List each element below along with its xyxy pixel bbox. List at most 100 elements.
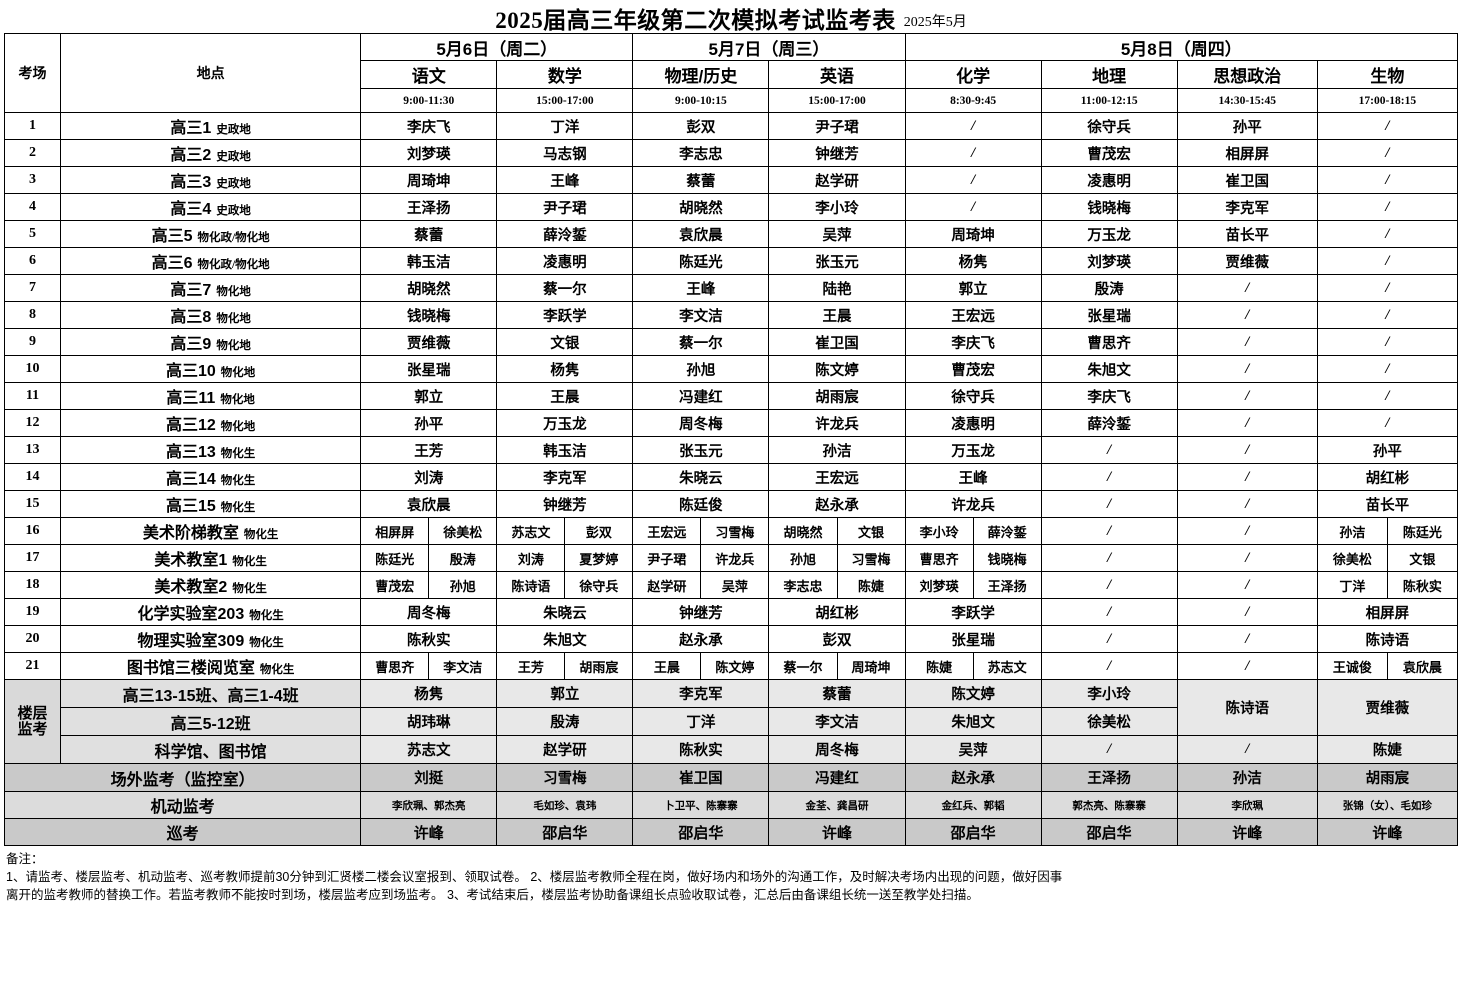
invigilator-cell: 杨隽 xyxy=(496,355,634,383)
exam-room-number: 4 xyxy=(3,193,62,221)
summary-cell: 冯建红 xyxy=(768,763,906,792)
invigilator-name: 胡雨宸 xyxy=(564,653,632,679)
table-row: 17 美术教室1 物化生 陈廷光 殷涛 刘涛 夏梦婷 尹子珺 许龙兵 孙旭 习雪梅 曹思齐 钱晓梅 / / 徐… xyxy=(3,544,1459,572)
invigilator-cell: 刘梦瑛 王泽扬 xyxy=(904,571,1042,599)
invigilator-cell: / xyxy=(1316,355,1459,383)
invigilator-cell: 胡红彬 xyxy=(1316,463,1459,491)
invigilator-name: 苏志文 xyxy=(972,653,1041,679)
invigilator-cell: 周冬梅 xyxy=(360,598,498,626)
split-cell: 王芳 胡雨宸 xyxy=(498,653,632,679)
summary-cell: 邵启华 xyxy=(1040,818,1178,846)
footer-notes: 备注： 1、请监考、楼层监考、机动监考、巡考教师提前30分钟到汇贤楼二楼会议室报… xyxy=(4,846,1458,904)
page-title-bar: 2025届高三年级第二次模拟考试监考表 2025年5月 xyxy=(4,0,1458,33)
place-name: 美术阶梯教室 xyxy=(142,525,239,542)
table-row: 18 美术教室2 物化生 曹茂宏 孙旭 陈诗语 徐守兵 赵学研 吴萍 李志忠 陈婕 刘梦瑛 王泽扬 / / 丁… xyxy=(3,571,1459,599)
header-row-times: 9:00-11:30 15:00-17:00 9:00-10:15 15:00-17:… xyxy=(5,88,1459,113)
exam-room-number: 20 xyxy=(3,625,62,653)
invigilator-cell: 袁欣晨 xyxy=(360,490,498,518)
invigilator-name: 相屏屏 xyxy=(375,524,415,540)
invigilator-cell: 陈廷光 殷涛 xyxy=(360,544,498,572)
invigilator-name: 曹思齐 xyxy=(375,659,415,675)
place-subject-combo: 物化生 xyxy=(220,475,256,487)
invigilator-cell: 孙平 xyxy=(1316,436,1459,464)
invigilator-cell: 朱晓云 xyxy=(496,598,634,626)
exam-room-number: 1 xyxy=(3,112,62,140)
place-subject-combo: 物化生 xyxy=(243,529,279,541)
summary-row-label: 场外监考（监控室） xyxy=(3,763,362,792)
invigilator-cell: 朱旭文 xyxy=(496,625,634,653)
summary-row: 场外监考（监控室） 刘挺 习雪梅 崔卫国 冯建红 赵永承 王泽扬 孙洁 胡雨宸 xyxy=(3,763,1459,792)
invigilator-cell: / xyxy=(904,112,1042,140)
exam-room-number: 19 xyxy=(3,598,62,626)
invigilator-name: 丁洋 xyxy=(1339,578,1366,594)
invigilator-cell: / xyxy=(1316,382,1459,410)
exam-room-place: 化学实验室203 物化生 xyxy=(60,598,362,626)
invigilator-cell: 李文洁 xyxy=(632,301,770,329)
invigilator-cell: 张玉元 xyxy=(768,247,906,275)
summary-cell: 赵永承 xyxy=(904,763,1042,792)
split-cell: 王宏远 习雪梅 xyxy=(634,518,768,544)
floor-invigilator-cell: 陈秋实 xyxy=(632,735,770,764)
floor-invigilator-cell: 陈婕 xyxy=(1316,735,1459,764)
floor-label-line-1: 楼层 xyxy=(17,704,48,722)
invigilator-cell: 徐守兵 xyxy=(904,382,1042,410)
exam-room-number: 15 xyxy=(3,490,62,518)
exam-room-place: 高三10 物化地 xyxy=(60,355,362,383)
invigilator-cell: 蔡一尔 xyxy=(632,328,770,356)
invigilator-cell: 李克军 xyxy=(496,463,634,491)
invigilator-cell: / xyxy=(1316,193,1459,221)
summary-row: 巡考 许峰 邵启华 邵启华 许峰 邵启华 邵启华 许峰 许峰 xyxy=(3,818,1459,846)
invigilator-cell: / xyxy=(1316,274,1459,302)
exam-room-place: 高三3 史政地 xyxy=(60,166,362,194)
invigilator-cell: / xyxy=(1176,409,1318,437)
exam-room-place: 高三2 史政地 xyxy=(60,139,362,167)
header-time-5: 8:30-9:45 xyxy=(904,88,1042,113)
exam-room-number: 3 xyxy=(3,166,62,194)
summary-cell: 王泽扬 xyxy=(1040,763,1178,792)
schedule-table: 考场 地点 5月6日（周二） 5月7日（周三） 5月8日（周四） 语文 数学 物理/历史 英语化… xyxy=(3,33,1459,846)
table-row: 9 高三9 物化地 贾维薇 文银 蔡一尔 崔卫国 李庆飞 曹思齐 / / xyxy=(3,328,1459,356)
invigilator-name: 王泽扬 xyxy=(972,572,1041,598)
invigilator-cell: 吴萍 xyxy=(768,220,906,248)
invigilator-cell: 陈婕 苏志文 xyxy=(904,652,1042,680)
invigilator-name: 彭双 xyxy=(564,518,632,544)
invigilator-cell: 胡红彬 xyxy=(768,598,906,626)
exam-room-number: 6 xyxy=(3,247,62,275)
invigilator-cell: 刘涛 xyxy=(360,463,498,491)
exam-room-place: 物理实验室309 物化生 xyxy=(60,625,362,653)
place-subject-combo: 物化地 xyxy=(220,367,256,379)
place-subject-combo: 史政地 xyxy=(216,205,251,217)
table-row: 16 美术阶梯教室 物化生 相屏屏 徐美松 苏志文 彭双 王宏远 习雪梅 胡晓然 文银 李小玲 薛泠銴 /… xyxy=(3,517,1459,545)
exam-room-number: 7 xyxy=(3,274,62,302)
invigilator-cell: 王峰 xyxy=(904,463,1042,491)
invigilator-cell: 刘涛 夏梦婷 xyxy=(496,544,634,572)
invigilator-name: 殷涛 xyxy=(428,545,496,571)
summary-cell: 邵启华 xyxy=(496,818,634,846)
invigilator-cell: 贾维薇 xyxy=(360,328,498,356)
invigilator-cell: 马志钢 xyxy=(496,139,634,167)
invigilator-cell: / xyxy=(1040,490,1178,518)
place-name: 高三3 xyxy=(170,174,212,191)
place-name: 美术教室2 xyxy=(154,579,228,596)
place-name: 高三13 xyxy=(165,444,216,461)
invigilator-cell: 李小玲 薛泠銴 xyxy=(904,517,1042,545)
invigilator-name: 文银 xyxy=(836,518,905,544)
invigilator-name: 陈诗语 xyxy=(511,578,551,594)
invigilator-cell: 文银 xyxy=(496,328,634,356)
exam-room-place: 图书馆三楼阅览室 物化生 xyxy=(60,652,362,680)
summary-row-label: 机动监考 xyxy=(3,791,362,819)
invigilator-cell: / xyxy=(1176,571,1318,599)
exam-room-number: 14 xyxy=(3,463,62,491)
invigilator-cell: 相屏屏 xyxy=(1316,598,1459,626)
header-time-3: 9:00-10:15 xyxy=(632,88,770,113)
split-cell: 胡晓然 文银 xyxy=(770,518,905,544)
split-cell: 曹思齐 钱晓梅 xyxy=(906,545,1040,571)
floor-invigilator-cell: 陈文婷 xyxy=(904,679,1042,708)
header-subject-8: 生物 xyxy=(1316,60,1459,89)
invigilator-cell: / xyxy=(1316,409,1459,437)
floor-invigilator-cell: 苏志文 xyxy=(360,735,498,764)
header-row-subjects: 语文 数学 物理/历史 英语 化学 地理 思想政治 生物 xyxy=(5,60,1459,89)
floor-invigilator-cell: / xyxy=(1176,735,1318,764)
invigilator-cell: 凌惠明 xyxy=(1040,166,1178,194)
invigilator-name: 陈婕 xyxy=(836,572,905,598)
